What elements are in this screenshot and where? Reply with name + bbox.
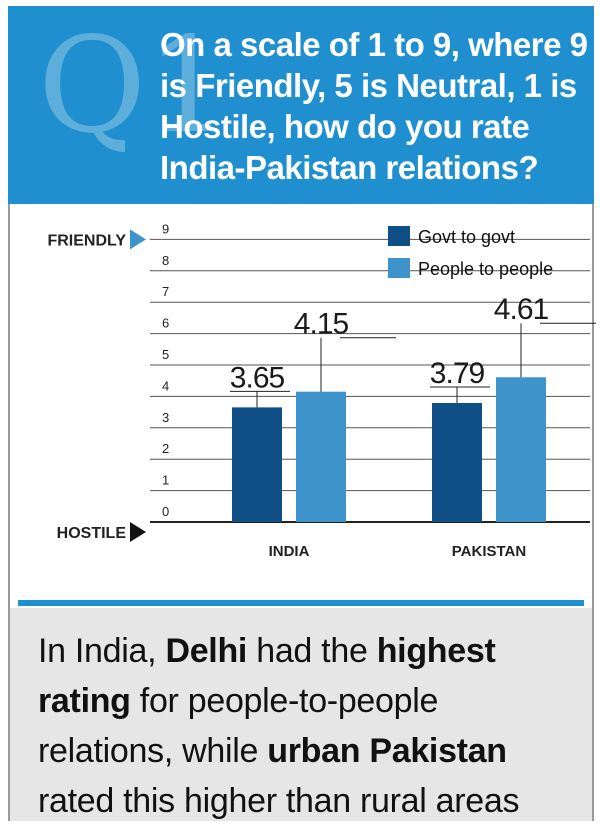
y-tick-label: 5 [162, 347, 169, 362]
question-header: Q1 On a scale of 1 to 9, where 9 is Frie… [8, 6, 594, 204]
question-text: On a scale of 1 to 9, where 9 is Friendl… [160, 26, 588, 186]
footer-run: rated this higher than rural areas [38, 782, 520, 820]
x-category-label: INDIA [269, 543, 310, 560]
y-tick-label: 8 [162, 253, 169, 268]
footer-note: In India, Delhi had the highest rating f… [10, 608, 592, 821]
footer-highlight: highest rating [38, 632, 496, 720]
footer-run: had the [247, 632, 377, 670]
bar [296, 391, 346, 522]
data-label: 4.61 [494, 293, 549, 326]
legend-label: Govt to govt [418, 227, 515, 247]
footer-run: In India, [38, 632, 166, 670]
y-tick-label: 7 [162, 284, 169, 299]
footer-highlight: Delhi [165, 632, 248, 670]
y-tick-label: 3 [162, 410, 169, 425]
legend-label: People to people [418, 259, 553, 279]
bar [496, 377, 546, 522]
section-divider [18, 600, 584, 606]
bar [432, 402, 482, 522]
x-category-label: PAKISTAN [452, 543, 526, 560]
footer-run: for people-to-people relations, while [38, 682, 439, 770]
legend-swatch [388, 258, 410, 278]
data-label: 4.15 [294, 308, 349, 341]
y-tick-label: 2 [162, 441, 169, 456]
y-tick-label: 6 [162, 316, 169, 331]
infographic-frame [8, 6, 594, 821]
data-label: 3.65 [230, 361, 285, 394]
bar [232, 407, 282, 522]
question-number: Q1 [38, 9, 231, 163]
friendly-arrow-icon [130, 229, 146, 250]
y-tick-label: 0 [162, 504, 169, 519]
legend-swatch [388, 226, 410, 246]
y-tick-label: 1 [162, 473, 169, 488]
footer-text: In India, Delhi had the highest rating f… [38, 626, 578, 826]
footer-highlight: urban Pakistan [267, 732, 507, 770]
hostile-arrow-icon [130, 522, 146, 542]
bar-chart: 0 1 2 3 4 5 6 7 8 9 FRIENDLY HOSTILE Govt to govt Peo… [47, 221, 596, 560]
y-tick-label: 9 [162, 221, 169, 236]
y-tick-label: 4 [162, 378, 169, 393]
data-label: 3.79 [430, 357, 485, 390]
friendly-label: FRIENDLY [47, 232, 126, 249]
hostile-label: HOSTILE [57, 525, 127, 542]
